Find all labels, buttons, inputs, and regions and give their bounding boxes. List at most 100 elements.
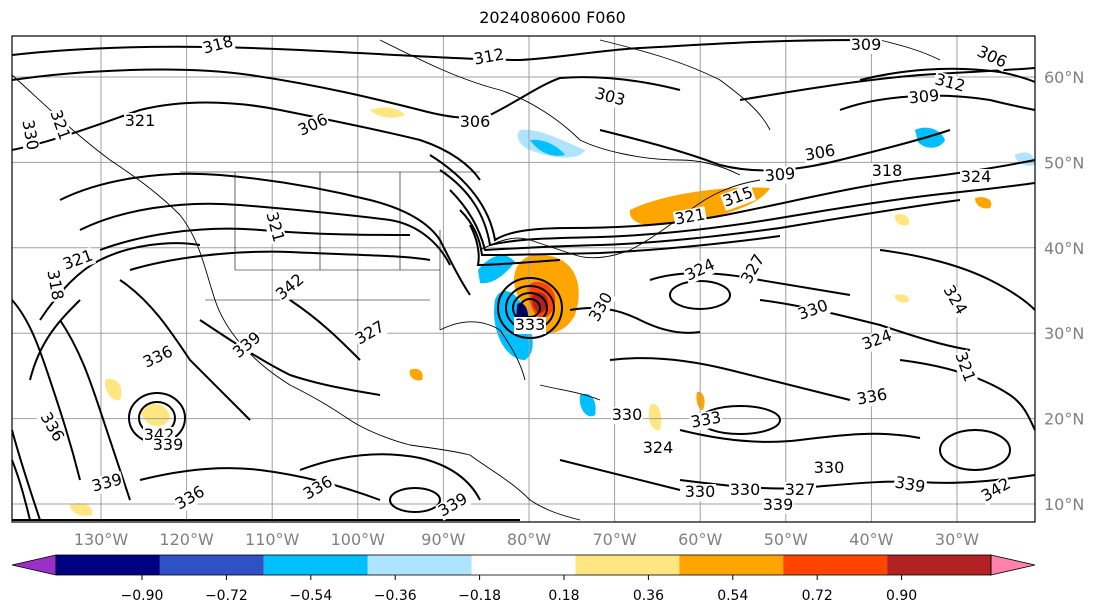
lon-tick-label: 30°W — [935, 530, 979, 549]
contour-label-bg — [586, 289, 617, 326]
contour-label-bg — [272, 270, 309, 305]
lon-tick-label: 50°W — [764, 530, 808, 549]
contour-label-bg — [592, 85, 628, 110]
contour-label: 333 — [515, 315, 546, 334]
colorbar-segment — [783, 555, 888, 575]
colorbar-tick-label: 0.90 — [886, 588, 917, 604]
map-frame — [11, 35, 1036, 523]
colorbar: −0.90 −0.72 −0.54 −0.36 −0.18 0.18 0.36 0.54 0.7… — [11, 554, 1036, 604]
colorbar-extend-min — [11, 554, 57, 576]
lat-tick-label: 40°N — [1044, 239, 1084, 258]
contour-label-bg — [939, 282, 970, 319]
colorbar-tick-label: −0.18 — [458, 588, 501, 604]
contour-label-bg — [892, 474, 928, 497]
colorbar-segment — [471, 555, 576, 575]
colorbar-segment — [575, 555, 680, 575]
colorbar-segment — [263, 555, 368, 575]
contour-label-bg — [36, 409, 67, 446]
colorbar-tick-label: 0.54 — [717, 588, 748, 604]
contour-label-bg — [43, 267, 66, 303]
contour-label-bg — [762, 497, 794, 514]
contour-label-bg — [795, 297, 832, 324]
map-title: 2024080600 F060 — [479, 8, 626, 27]
lon-tick-label: 60°W — [678, 530, 722, 549]
lon-tick-label: 40°W — [849, 530, 893, 549]
contour-label-bg — [960, 169, 992, 186]
contour-label: 324 — [961, 167, 992, 186]
contour-label-bg — [813, 460, 845, 477]
contour-label: 309 — [764, 164, 796, 186]
contour-label-bg — [682, 255, 719, 285]
colorbar-tick-label: −0.36 — [374, 588, 417, 604]
contour-label-bg — [140, 342, 177, 372]
colorbar-segment — [679, 555, 784, 575]
contour-label-bg — [18, 117, 41, 153]
contour-label-bg — [642, 440, 674, 457]
contour-label-bg — [672, 206, 708, 229]
contour-label-bg — [854, 386, 890, 409]
lon-tick-label: 120°W — [159, 530, 214, 549]
contour-label-bg — [89, 471, 125, 496]
colorbar-segment — [367, 555, 472, 575]
lat-tick-label: 30°N — [1044, 324, 1084, 343]
colorbar-segment — [887, 555, 991, 575]
contour-label: 330 — [685, 482, 716, 501]
lon-tick-label: 70°W — [593, 530, 637, 549]
contour-label: 339 — [763, 495, 794, 514]
colorbar-extend-max — [990, 554, 1036, 576]
colorbar-tick-label: −0.90 — [121, 588, 164, 604]
lon-tick-label: 90°W — [421, 530, 465, 549]
contour-label-bg — [684, 484, 716, 501]
longitude-labels: 130°W 120°W 110°W 100°W 90°W 80°W 70°W 60°W 50°W… — [74, 530, 979, 549]
contour-label: 318 — [872, 161, 903, 180]
contour-label-bg — [60, 247, 97, 274]
colorbar-tick-label: 0.72 — [802, 588, 833, 604]
contour-label-bg — [688, 409, 724, 432]
contour-label: 330 — [612, 405, 643, 424]
colorbar-segment — [56, 555, 160, 575]
colorbar-tick-label: 0.18 — [548, 588, 579, 604]
contour-label-bg — [729, 482, 761, 499]
contour-label-bg — [352, 318, 389, 349]
contour-label-bg — [850, 37, 882, 54]
contour-label: 309 — [851, 35, 882, 54]
contour-label-bg — [611, 407, 643, 424]
colorbar-tick-label: −0.72 — [205, 588, 248, 604]
colorbar-tick-label: 0.36 — [633, 588, 664, 604]
lat-tick-label: 50°N — [1044, 153, 1084, 172]
contour-label-bg — [262, 209, 287, 245]
contour-label-bg — [859, 327, 896, 354]
lon-tick-label: 100°W — [331, 530, 386, 549]
contour-label: 306 — [460, 112, 491, 131]
contour-label-bg — [784, 482, 816, 499]
lat-tick-label: 60°N — [1044, 68, 1084, 87]
colorbar-outline — [55, 554, 992, 576]
contour-label-bg — [229, 328, 266, 363]
contour-label-bg — [514, 317, 546, 334]
contour-label-bg — [459, 114, 491, 131]
contour-label-bg — [124, 113, 156, 130]
lat-tick-label: 10°N — [1044, 495, 1084, 514]
contour-label: 324 — [643, 438, 674, 457]
contour-lines — [11, 39, 1036, 522]
contour-label-bg — [46, 107, 73, 144]
contour-label-bg — [978, 475, 1015, 506]
lon-tick-label: 110°W — [245, 530, 300, 549]
contour-label-bg — [200, 33, 236, 58]
contour-label-bg — [802, 142, 838, 165]
contour-label: 339 — [153, 435, 184, 454]
contour-label-bg — [295, 110, 332, 140]
contour-label-bg — [932, 71, 968, 96]
contour-label-bg — [471, 46, 507, 69]
contour-label-bg — [152, 437, 184, 454]
contour-label-bg — [300, 473, 337, 504]
contour-label-bg — [973, 42, 1010, 72]
contour-label-bg — [951, 349, 978, 386]
contour-label-bg — [871, 163, 903, 180]
contour-label: 330 — [730, 480, 761, 499]
coastlines — [11, 39, 941, 521]
lat-tick-label: 20°N — [1044, 410, 1084, 429]
contour-label-bg — [172, 483, 209, 514]
